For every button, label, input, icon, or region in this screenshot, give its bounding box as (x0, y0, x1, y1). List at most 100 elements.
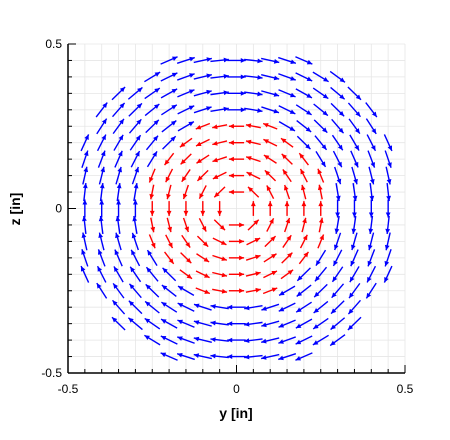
y-tick-label: 0.5 (45, 37, 62, 51)
vector-arrow (212, 171, 227, 180)
vector-arrow (352, 199, 357, 218)
vector-arrow (146, 151, 158, 168)
vector-arrow (212, 288, 228, 294)
vector-arrow (298, 251, 310, 265)
vector-arrow (228, 239, 245, 244)
vector-arrow (281, 153, 293, 165)
vector-arrow (145, 283, 160, 298)
vector-arrow (227, 74, 246, 80)
vector-arrow (261, 74, 280, 81)
vector-arrow (261, 353, 280, 360)
vector-arrow (264, 235, 277, 248)
vector-arrow (244, 107, 263, 113)
vector-arrow (82, 199, 88, 218)
vector-arrow (130, 150, 141, 168)
vector-arrow (210, 353, 229, 359)
vector-arrow (383, 265, 393, 283)
vector-arrow (130, 249, 141, 267)
vector-arrow (295, 56, 313, 65)
vector-arrow (81, 249, 89, 267)
vector-arrow (182, 217, 190, 233)
vector-arrow (296, 135, 311, 150)
vector-arrow (160, 56, 178, 65)
vector-arrow (312, 87, 329, 100)
vector-arrow (115, 232, 122, 251)
vector-arrow (193, 303, 212, 311)
vector-arrow (228, 140, 245, 146)
vector-arrow (296, 120, 312, 133)
vector-arrow (181, 234, 191, 248)
vector-arrow (317, 168, 325, 183)
axes (67, 43, 406, 374)
vector-arrow (263, 270, 278, 279)
vector-arrow (301, 201, 307, 216)
vector-arrow (228, 288, 245, 294)
vector-arrow (165, 168, 174, 183)
vector-arrow (295, 104, 312, 116)
vector-arrow (160, 318, 178, 329)
vector-arrow (334, 166, 342, 185)
vector-arrow (347, 316, 362, 331)
vector-arrow (150, 217, 156, 233)
vector-arrow (196, 253, 210, 263)
vector-arrow (385, 215, 391, 235)
vector-arrow (368, 215, 374, 235)
vector-arrow (250, 201, 256, 216)
vector-arrow (245, 271, 261, 277)
vector-arrow (278, 285, 296, 297)
vector-arrow (282, 234, 292, 248)
vector-arrow (330, 86, 346, 100)
vector-arrow (351, 166, 358, 185)
vector-arrow (116, 182, 122, 202)
vector-arrow (347, 102, 362, 118)
vector-arrow (145, 119, 160, 134)
vector-arrow (114, 150, 123, 168)
vector-arrow (133, 199, 138, 218)
vector-arrow (384, 150, 392, 168)
vector-arrow (198, 218, 207, 232)
vector-arrow (177, 105, 195, 115)
vector-arrow (386, 182, 391, 202)
vector-arrow (115, 166, 122, 185)
y-tick-label: -0.5 (41, 366, 62, 380)
vector-arrow (332, 249, 343, 267)
vector-arrow (278, 319, 296, 328)
vector-arrow (262, 122, 278, 130)
vector-arrow (212, 254, 228, 261)
vector-arrow (335, 199, 340, 218)
vector-arrow (261, 106, 280, 114)
vector-arrow (98, 215, 104, 235)
vector-arrow (166, 217, 173, 233)
vector-arrow (146, 249, 158, 266)
vector-arrow (261, 57, 280, 64)
vector-arrow (278, 105, 296, 115)
vector-arrow (228, 271, 245, 277)
vector-arrow (193, 106, 212, 114)
vector-arrow (195, 122, 211, 130)
vector-arrow (348, 118, 361, 135)
vector-arrow (295, 88, 313, 99)
vector-arrow (212, 140, 228, 146)
vector-arrow (80, 134, 90, 152)
vector-arrow (111, 316, 126, 331)
vector-arrow (145, 135, 159, 151)
vector-arrow (81, 150, 89, 168)
vector-arrow (245, 156, 261, 163)
vector-arrow (244, 354, 263, 360)
vector-arrow (384, 249, 392, 267)
vector-arrow (317, 184, 323, 200)
vector-arrow (227, 304, 246, 310)
vector-arrow (98, 166, 106, 185)
vector-arrow (262, 287, 278, 295)
vector-arrow (162, 267, 177, 282)
vector-arrow (129, 134, 142, 151)
vector-arrow (161, 284, 177, 297)
vector-arrow (296, 284, 312, 297)
vector-arrow (96, 265, 107, 283)
vector-arrow (193, 353, 212, 360)
vector-arrow (99, 199, 105, 218)
vector-arrow (295, 301, 312, 313)
x-tick-label: 0.5 (397, 382, 414, 396)
vector-arrow (80, 265, 90, 283)
